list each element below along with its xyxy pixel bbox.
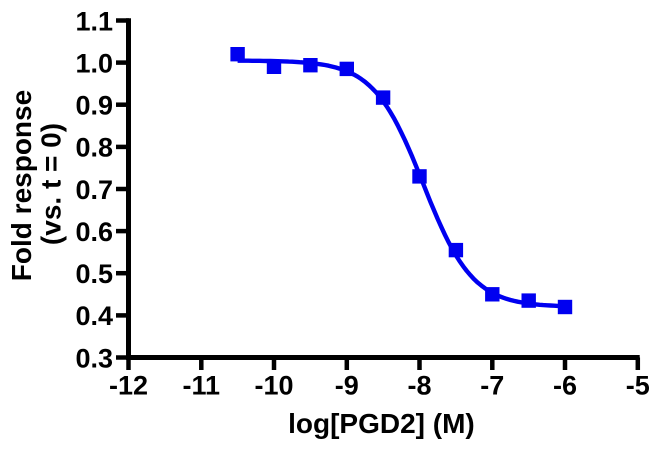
svg-text:Fold response: Fold response (6, 90, 37, 281)
svg-text:0.8: 0.8 (75, 133, 113, 163)
svg-text:0.7: 0.7 (75, 175, 113, 205)
svg-text:(vs. t = 0): (vs. t = 0) (36, 123, 67, 245)
svg-text:-5: -5 (626, 370, 650, 400)
svg-text:1.0: 1.0 (75, 49, 113, 79)
svg-text:-6: -6 (553, 370, 577, 400)
svg-text:0.3: 0.3 (75, 343, 113, 373)
svg-text:-10: -10 (254, 370, 293, 400)
svg-text:-11: -11 (183, 370, 221, 400)
svg-text:1.1: 1.1 (75, 6, 113, 36)
svg-text:-9: -9 (335, 370, 359, 400)
svg-text:log[PGD2] (M): log[PGD2] (M) (288, 408, 475, 439)
svg-text:0.6: 0.6 (75, 217, 113, 247)
svg-text:-7: -7 (480, 370, 504, 400)
svg-text:0.4: 0.4 (75, 301, 113, 331)
svg-text:-12: -12 (109, 370, 148, 400)
svg-text:0.5: 0.5 (75, 259, 113, 289)
svg-text:-8: -8 (407, 370, 431, 400)
svg-text:0.9: 0.9 (75, 91, 113, 121)
